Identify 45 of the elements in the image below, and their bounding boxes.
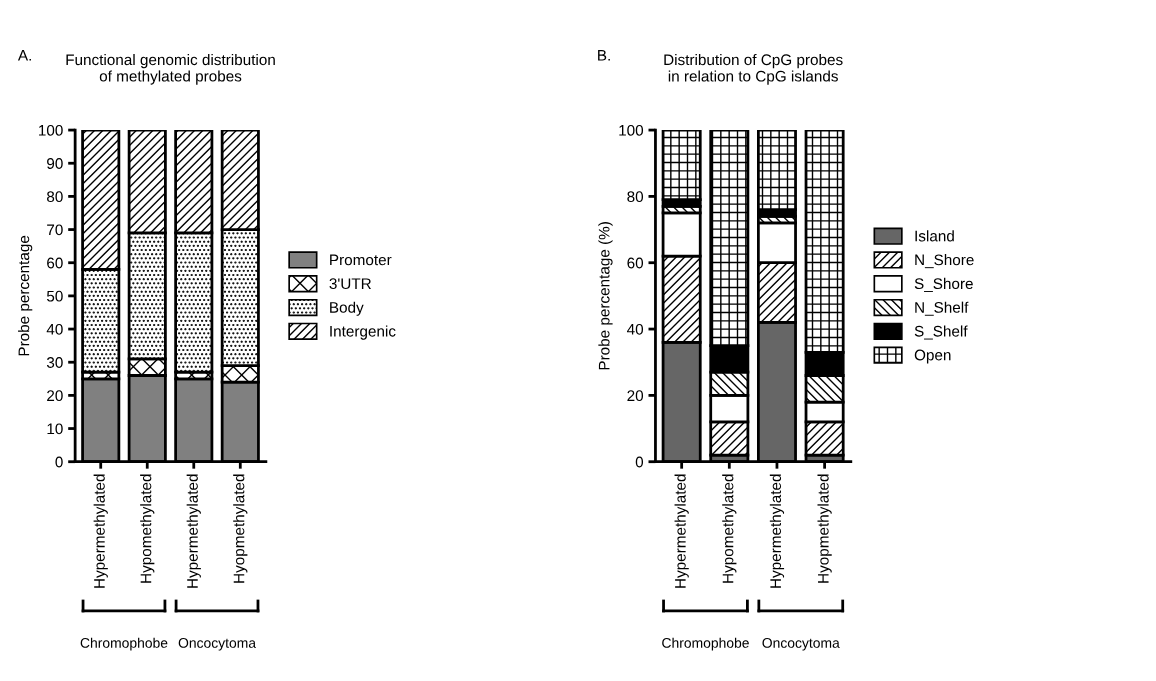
y-tick-label: 10	[47, 423, 63, 435]
x-tick-label: Hypermethylated	[674, 474, 689, 588]
y-tick-label: 60	[47, 257, 63, 269]
y-tick-label: 100	[39, 124, 63, 136]
y-tick-label: 80	[47, 191, 63, 203]
text: B.	[598, 50, 610, 61]
legend-label: Open	[914, 349, 951, 364]
text: Oncocytoma	[178, 638, 257, 651]
y-tick-label: 0	[55, 456, 63, 468]
legend-label: 3'UTR	[329, 278, 371, 290]
x-tick-label: Hypomethylated	[140, 474, 155, 583]
x-tick-label: Hyopmethylated	[817, 474, 832, 583]
y-tick-label: 50	[46, 290, 63, 302]
legend-label: N_Shore	[915, 254, 974, 269]
x-tick-label: Hyopmethylated	[233, 474, 248, 583]
text: Chromophobe	[662, 637, 749, 651]
x-tick-label: Hypermethylated	[186, 474, 201, 588]
text: A.	[17, 50, 31, 61]
legend-label: Body	[330, 301, 364, 316]
legend-label: Intergenic	[330, 325, 396, 340]
legend-label: Island	[915, 230, 954, 242]
y-tick-label: 40	[46, 323, 63, 335]
y-tick-label: 100	[619, 124, 644, 136]
chart-title: Functional genomic distribution of methylated probes	[66, 53, 275, 85]
y-tick-label: 20	[47, 390, 63, 402]
y-axis-title: Probe percentage (%)	[598, 222, 613, 370]
y-tick-label: 60	[627, 257, 644, 269]
y-tick-label: 80	[627, 191, 644, 203]
x-tick-label: Hypermethylated	[769, 474, 785, 588]
y-tick-label: 90	[47, 158, 63, 169]
legend-label: S_Shore	[914, 277, 973, 292]
chart-title: Distribution of CpG probes in relation to CpG islands	[664, 53, 843, 85]
text: Chromophobe	[80, 637, 168, 651]
y-tick-label: 30	[46, 357, 63, 368]
legend-label: S_Shelf	[914, 325, 968, 340]
legend-label: N_Shelf	[915, 301, 969, 316]
x-tick-label: Hypermethylated	[93, 474, 108, 588]
y-tick-label: 40	[627, 323, 644, 335]
x-tick-label: Hypomethylated	[722, 474, 737, 583]
y-tick-label: 0	[635, 456, 644, 468]
y-tick-label: 20	[627, 390, 644, 402]
y-tick-label: 70	[47, 224, 63, 236]
text: Oncocytoma	[762, 638, 840, 651]
legend-label: Promoter	[330, 254, 392, 266]
y-axis-title: Probe percentage	[18, 235, 33, 356]
